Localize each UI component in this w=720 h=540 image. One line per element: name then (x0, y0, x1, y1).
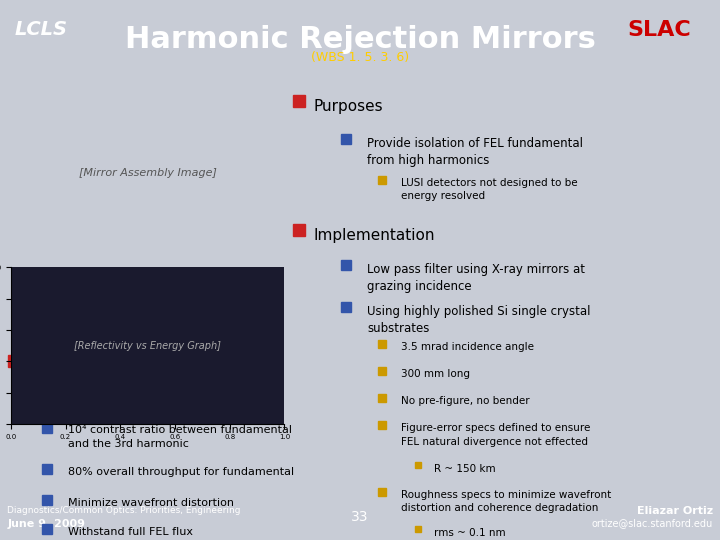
Text: LUSI detectors not designed to be
energy resolved: LUSI detectors not designed to be energy… (401, 178, 577, 201)
Text: [Mirror Assembly Image]: [Mirror Assembly Image] (78, 168, 217, 178)
Text: rms ~ 0.1 nm: rms ~ 0.1 nm (434, 528, 505, 538)
Text: Diagnostics/Common Optics: Priorities, Engineering: Diagnostics/Common Optics: Priorities, E… (7, 505, 240, 515)
Text: Implementation: Implementation (313, 228, 435, 243)
Text: SLAC: SLAC (627, 19, 691, 39)
Text: Energy range: 6-8.265 keV: Energy range: 6-8.265 keV (68, 394, 217, 404)
Text: June 9, 2009: June 9, 2009 (7, 518, 85, 529)
Text: Low pass filter using X-ray mirrors at
grazing incidence: Low pass filter using X-ray mirrors at g… (367, 264, 585, 293)
Text: Figure-error specs defined to ensure
FEL natural divergence not effected: Figure-error specs defined to ensure FEL… (401, 423, 590, 447)
Text: Roughness specs to minimize wavefront
distortion and coherence degradation: Roughness specs to minimize wavefront di… (401, 490, 611, 513)
Text: No pre-figure, no bender: No pre-figure, no bender (401, 396, 530, 407)
Text: 33: 33 (351, 510, 369, 524)
Text: 80% overall throughput for fundamental: 80% overall throughput for fundamental (68, 467, 294, 477)
Text: Provide isolation of FEL fundamental
from high harmonics: Provide isolation of FEL fundamental fro… (367, 137, 583, 166)
Text: 10⁴ contrast ratio between fundamental
and the 3rd harmonic: 10⁴ contrast ratio between fundamental a… (68, 426, 292, 449)
Text: Purposes: Purposes (313, 99, 383, 114)
Text: (WBS 1. 5. 3. 6): (WBS 1. 5. 3. 6) (311, 51, 409, 64)
Text: Withstand full FEL flux: Withstand full FEL flux (68, 528, 194, 537)
Text: R ~ 150 km: R ~ 150 km (434, 464, 496, 474)
Text: Harmonic Rejection Mirrors: Harmonic Rejection Mirrors (125, 25, 595, 54)
Text: LCLS: LCLS (14, 19, 68, 38)
Text: 3.5 mrad incidence angle: 3.5 mrad incidence angle (401, 342, 534, 352)
Text: Using highly polished Si single crystal
substrates: Using highly polished Si single crystal … (367, 305, 590, 335)
Text: Eliazar Ortiz: Eliazar Ortiz (636, 505, 713, 516)
Text: [Reflectivity vs Energy Graph]: [Reflectivity vs Energy Graph] (74, 341, 221, 350)
Text: Minimize wavefront distortion: Minimize wavefront distortion (68, 498, 235, 508)
Text: ortize@slac.stanford.edu: ortize@slac.stanford.edu (592, 518, 713, 529)
Text: 300 mm long: 300 mm long (401, 369, 470, 380)
Text: Requirements: Requirements (36, 359, 143, 374)
